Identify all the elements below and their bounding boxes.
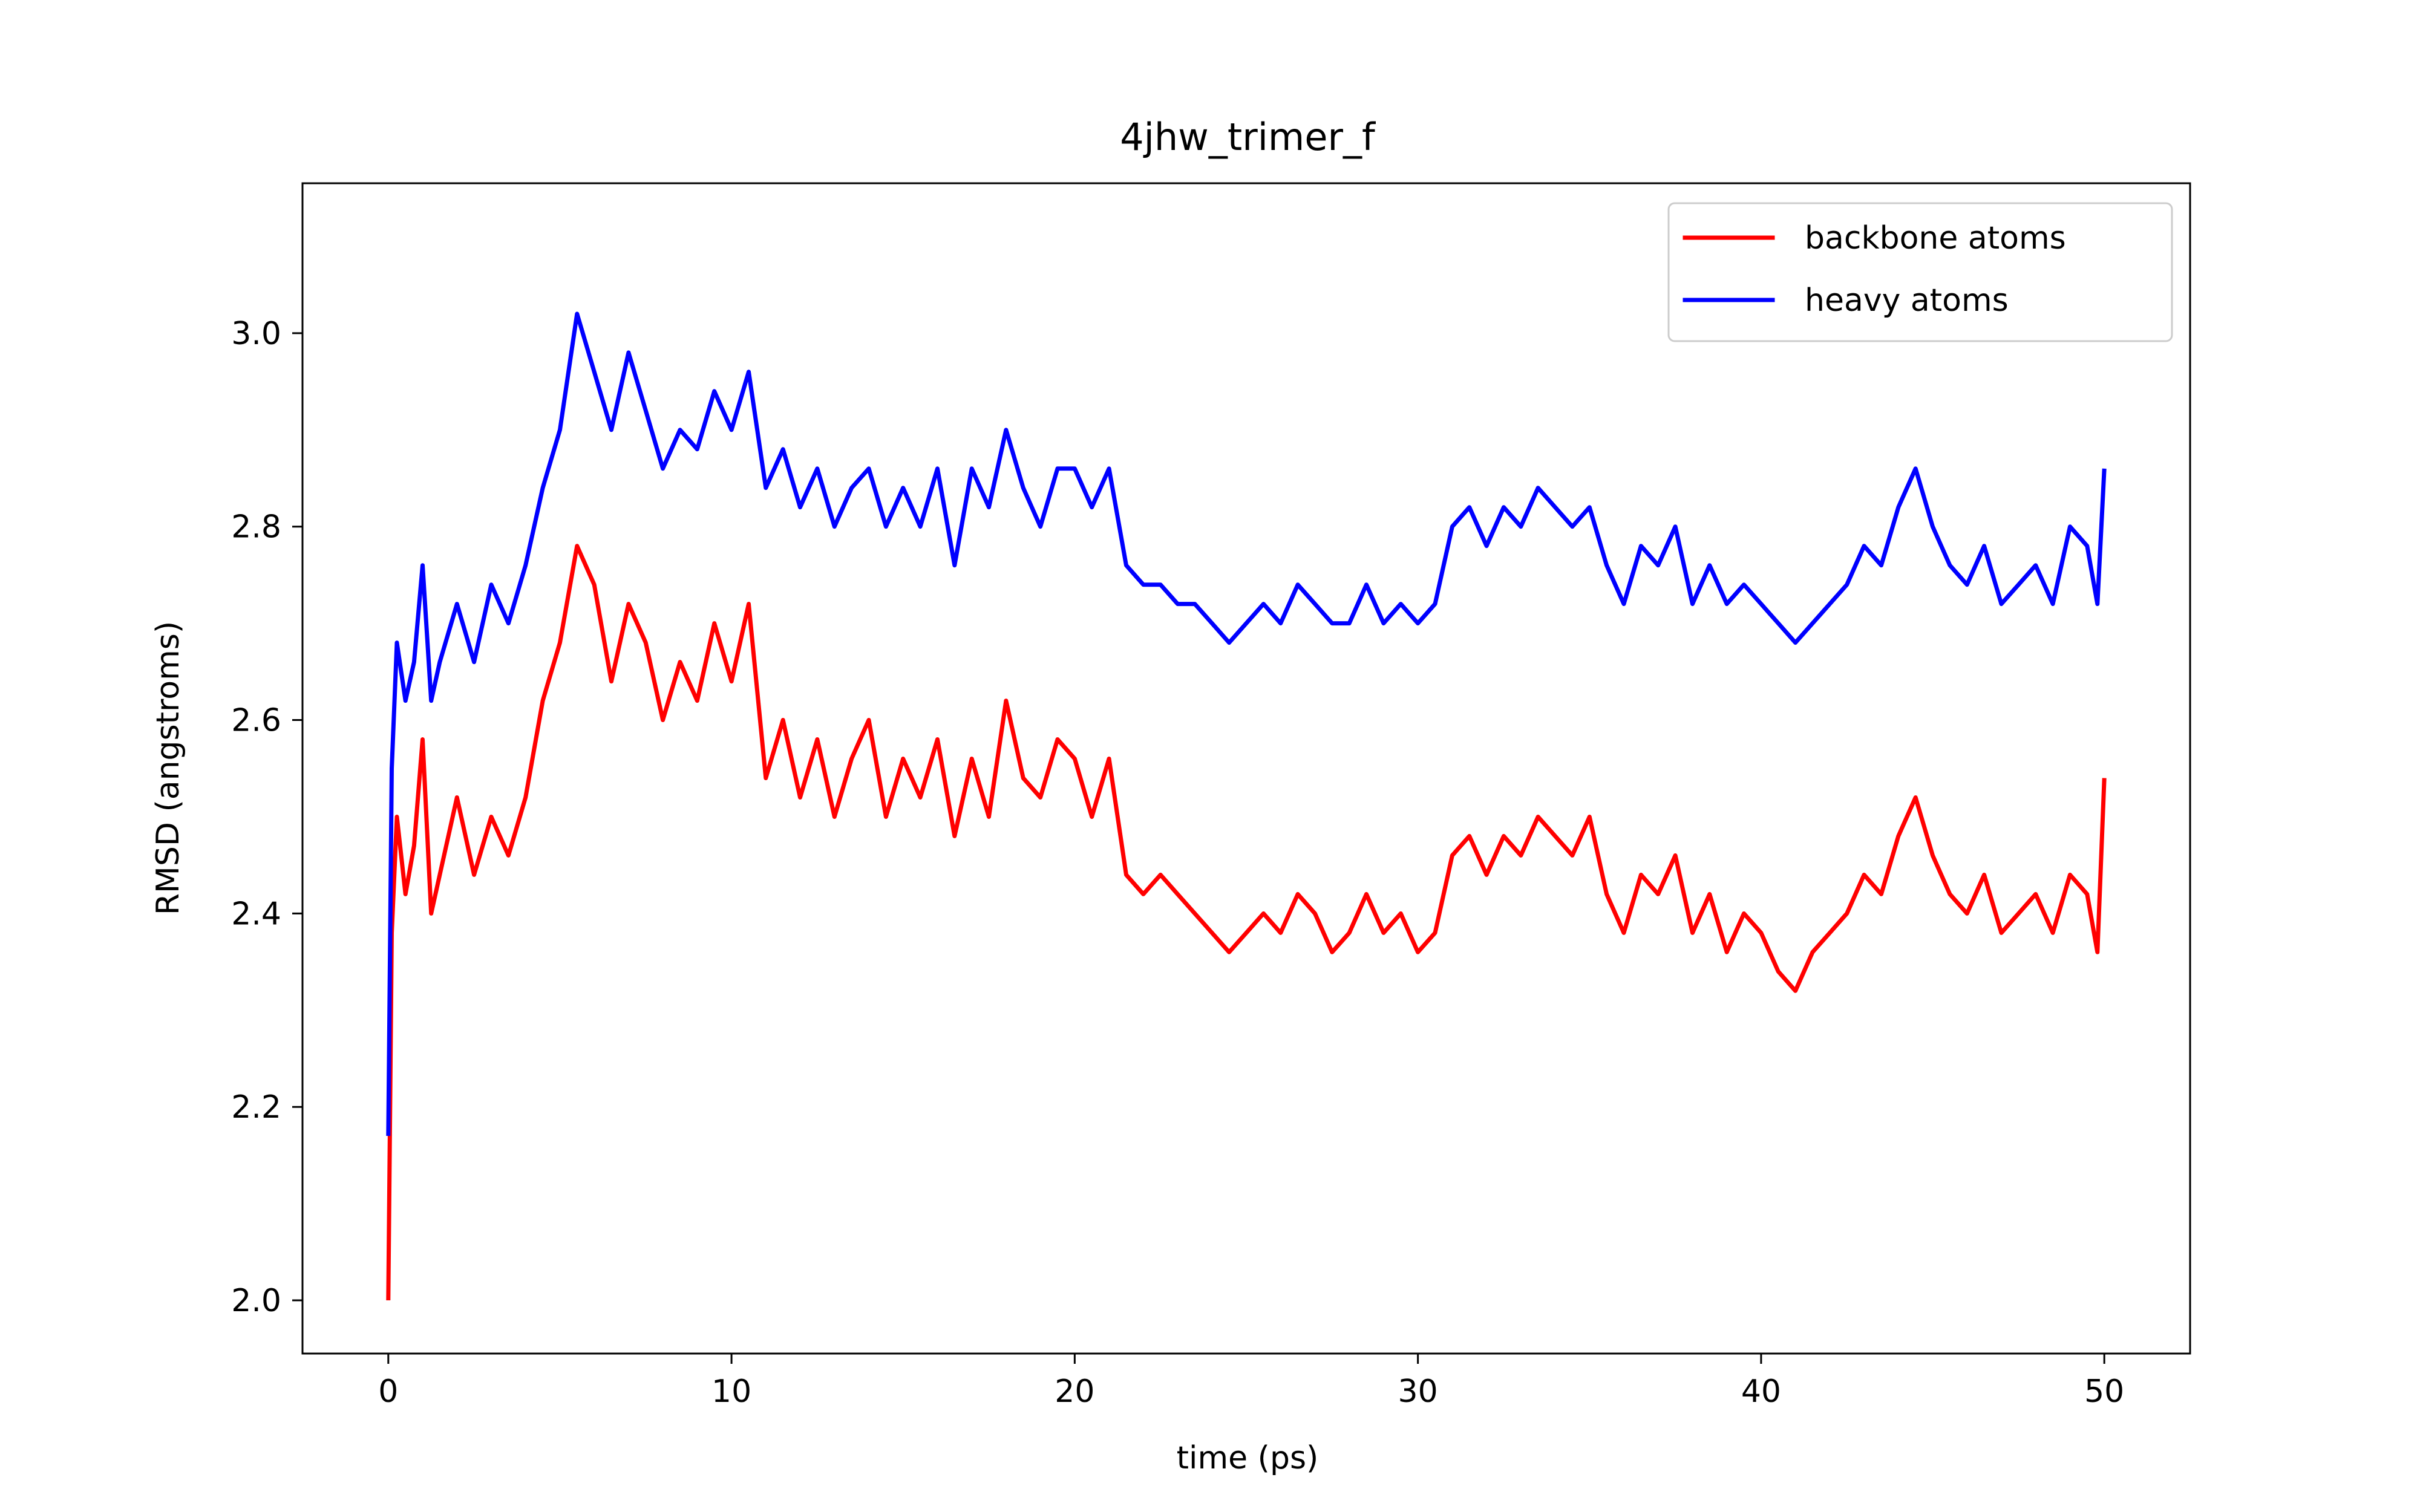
plot-frame (301, 182, 2191, 1355)
x-tick-label: 10 (711, 1374, 751, 1410)
chart-title: 4jhw_trimer_f (1120, 115, 1376, 159)
y-axis-ticks: 2.0 2.2 2.4 2.6 2.8 3.0 (231, 316, 302, 1319)
x-tick-label: 20 (1055, 1374, 1094, 1410)
y-tick-label: 2.2 (231, 1089, 281, 1126)
y-tick-label: 3.0 (231, 316, 281, 352)
y-tick-label: 2.6 (231, 703, 281, 739)
series-line-backbone (386, 544, 2107, 1301)
x-tick-label: 30 (1398, 1374, 1438, 1410)
legend-label-heavy: heavy atoms (1805, 282, 2009, 319)
y-tick-label: 2.0 (231, 1283, 281, 1319)
y-tick-label: 2.4 (231, 896, 281, 932)
plot-area (302, 183, 2190, 1354)
legend-box (1667, 202, 2173, 342)
series-line-heavy (386, 311, 2107, 1136)
series-layer (386, 311, 2107, 1301)
legend: backbone atoms heavy atoms (1667, 202, 2173, 342)
legend-label-backbone: backbone atoms (1805, 220, 2066, 256)
x-tick-label: 40 (1741, 1374, 1781, 1410)
y-axis-label: RMSD (angstroms) (150, 621, 186, 915)
x-axis-ticks: 0 10 20 30 40 50 (378, 1354, 2124, 1410)
x-axis-label: time (ps) (1177, 1440, 1319, 1476)
x-tick-label: 0 (378, 1374, 398, 1410)
y-tick-label: 2.8 (231, 509, 281, 546)
x-tick-label: 50 (2084, 1374, 2124, 1410)
